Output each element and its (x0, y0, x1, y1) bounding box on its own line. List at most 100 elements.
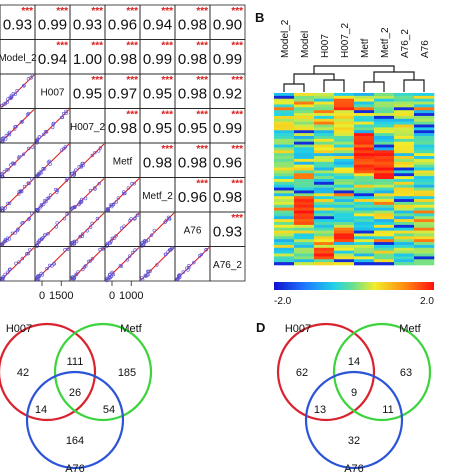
scatter-point (87, 259, 91, 264)
heatmap-cell (294, 247, 315, 251)
correlation-value: 0.98 (143, 154, 172, 171)
heatmap-cell (354, 176, 375, 180)
heatmap-cell (314, 256, 335, 260)
heatmap-column-label: H007_2 (340, 23, 351, 58)
scatter-point (3, 206, 7, 210)
heatmap-cell (274, 158, 295, 163)
heatmap-cell (334, 190, 355, 194)
heatmap-cell (294, 236, 315, 240)
heatmap-cell (314, 227, 335, 231)
scatter-point (15, 228, 20, 233)
scatter-point (133, 216, 137, 220)
scatter-point (35, 208, 39, 212)
heatmap-cell (394, 216, 415, 220)
scatter-point (140, 241, 144, 245)
heatmap-cell (374, 179, 395, 183)
heatmap-cell (334, 242, 355, 246)
heatmap-cell (414, 216, 435, 220)
heatmap-cell (354, 216, 375, 220)
heatmap-cell (374, 95, 395, 100)
heatmap-cell (394, 253, 415, 257)
scatter-point (65, 176, 70, 181)
scatter-point (26, 77, 31, 81)
heatmap-cell (354, 141, 375, 145)
heatmap-cell (414, 256, 435, 260)
heatmap-cell (314, 224, 335, 229)
scatter-point (129, 217, 133, 221)
heatmap-cell (294, 153, 315, 157)
scatter-point (48, 193, 53, 197)
scatter-point (88, 188, 93, 193)
heatmap-cell (314, 236, 335, 240)
heatmap-cell (294, 158, 315, 163)
scatter-point (164, 218, 169, 223)
scatter-point (42, 132, 46, 137)
heatmap-cell (314, 104, 335, 108)
heatmap-cell (294, 242, 315, 246)
scatter-point (149, 233, 154, 237)
significance-stars: *** (196, 41, 208, 52)
heatmap-cell (314, 110, 335, 114)
scatter-point (92, 186, 97, 190)
heatmap-cell (374, 153, 395, 157)
heatmap-cell (274, 204, 295, 208)
heatmap-cell (414, 153, 435, 157)
heatmap-cell (334, 222, 355, 226)
heatmap-cell (294, 93, 315, 97)
heatmap-cell (374, 196, 395, 200)
scatter-point (72, 171, 77, 176)
scatter-point (41, 166, 45, 171)
scatter-point (25, 112, 30, 117)
heatmap-column-label: Metf (360, 38, 371, 58)
scatter-point (80, 234, 85, 238)
heatmap-cell (314, 253, 335, 257)
scatter-point (2, 170, 7, 174)
venn-circle-metf (332, 322, 432, 422)
venn-count-c: 32 (348, 435, 360, 447)
heatmap-cell (354, 230, 375, 234)
scatter-point (127, 254, 132, 258)
significance-stars: *** (231, 41, 243, 52)
heatmap-cell (414, 184, 435, 188)
heatmap-cell (374, 216, 395, 220)
significance-stars: *** (126, 110, 138, 121)
scatter-point (88, 259, 92, 263)
variable-label: Metf_2 (142, 191, 173, 202)
scatter-point (7, 201, 12, 206)
dendrogram-branch (363, 81, 385, 92)
heatmap-cell (394, 222, 415, 226)
scatter-point (71, 240, 75, 245)
scatter-point (44, 129, 48, 134)
heatmap-cell (414, 207, 435, 211)
scatter-point (22, 184, 27, 189)
scatter-point (24, 252, 29, 256)
significance-stars: *** (231, 144, 243, 155)
correlation-value: 0.90 (213, 16, 242, 33)
scatter-point (3, 237, 8, 242)
correlation-value: 0.95 (73, 85, 102, 102)
correlation-value: 0.94 (38, 51, 67, 68)
heatmap-cell (314, 161, 335, 165)
scatter-point (10, 95, 14, 99)
scatter-point (12, 127, 17, 131)
heatmap-cell (414, 107, 435, 111)
scatter-point (60, 148, 64, 152)
heatmap-cell (314, 133, 335, 137)
scatter-point (20, 221, 24, 225)
heatmap-cell (414, 227, 435, 231)
scatter-point (119, 226, 124, 230)
scatter-point (122, 224, 126, 228)
heatmap-cell (354, 98, 375, 102)
heatmap-cell (314, 193, 335, 197)
heatmap-cell (414, 101, 435, 105)
heatmap-cell (294, 98, 315, 102)
scatter-point (79, 164, 83, 168)
scatter-point (0, 173, 4, 177)
heatmap-cell (314, 179, 335, 183)
heatmap-cell (314, 230, 335, 234)
heatmap-cell (414, 141, 435, 145)
scatter-point (70, 275, 74, 279)
heatmap-cell (294, 222, 315, 226)
heatmap-cell (414, 164, 435, 168)
